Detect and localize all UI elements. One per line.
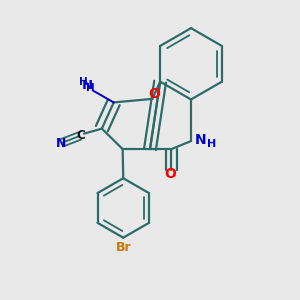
Text: N: N	[56, 137, 66, 150]
Text: H: H	[79, 76, 88, 87]
Text: Br: Br	[116, 241, 131, 254]
Text: C: C	[76, 129, 85, 142]
Text: H: H	[86, 83, 95, 94]
Text: O: O	[164, 167, 176, 181]
Text: O: O	[148, 87, 160, 101]
Text: H: H	[207, 139, 217, 149]
Text: N: N	[81, 79, 93, 92]
Text: N: N	[195, 134, 206, 148]
